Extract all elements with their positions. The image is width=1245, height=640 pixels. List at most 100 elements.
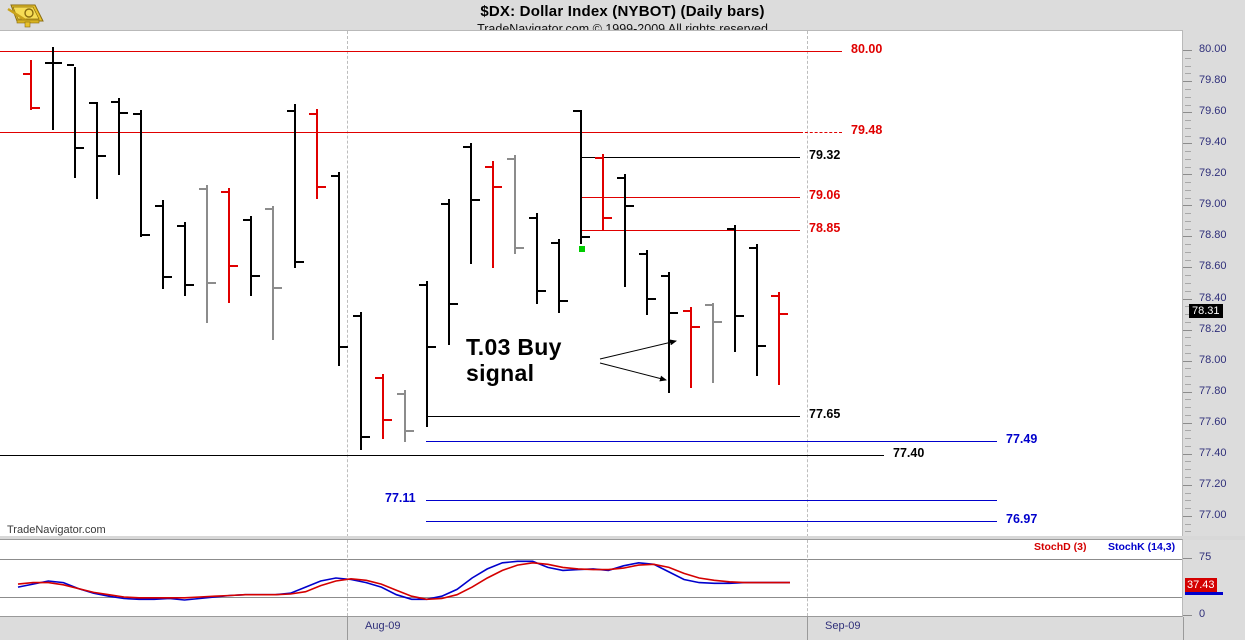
entry-marker-icon	[579, 245, 585, 252]
ohlc-open-tick	[243, 218, 250, 221]
price-axis-label: 80.00	[1199, 43, 1227, 56]
ohlc-open-tick	[617, 176, 624, 179]
price-axis-label: 79.20	[1199, 167, 1227, 180]
price-minor-tick	[1185, 445, 1191, 447]
price-tick	[1183, 81, 1192, 83]
price-chart-panel[interactable]: TradeNavigator.com	[0, 30, 1183, 536]
ohlc-open-tick	[529, 217, 536, 220]
price-axis-label: 79.80	[1199, 74, 1227, 87]
price-tick	[1183, 112, 1192, 114]
price-axis-label: 78.20	[1199, 322, 1227, 335]
price-minor-tick	[1185, 96, 1191, 98]
ohlc-open-tick	[507, 158, 514, 161]
ohlc-close-tick	[384, 419, 392, 422]
ohlc-bar	[514, 155, 516, 255]
price-axis-label: 77.80	[1199, 384, 1227, 397]
price-minor-tick	[1185, 259, 1191, 261]
ohlc-close-tick	[318, 186, 326, 189]
date-tick	[347, 617, 348, 640]
price-minor-tick	[1185, 197, 1191, 199]
level-label: 77.65	[809, 406, 841, 421]
ohlc-close-tick	[362, 436, 370, 439]
indicator-axis-label: 0	[1199, 608, 1206, 620]
ohlc-bar	[558, 238, 560, 314]
ohlc-bar	[360, 311, 362, 451]
ohlc-close-tick	[428, 346, 436, 349]
price-axis-label: 79.00	[1199, 198, 1227, 211]
ohlc-close-tick	[692, 325, 700, 328]
indicator-axis-label: 75	[1199, 551, 1212, 563]
price-minor-tick	[1185, 531, 1191, 533]
ohlc-open-tick	[265, 207, 272, 210]
price-tick	[1183, 236, 1192, 238]
ohlc-close-tick	[120, 111, 128, 114]
price-axis-label: 79.60	[1199, 105, 1227, 118]
ohlc-open-tick	[199, 187, 206, 190]
date-axis-label: Sep-09	[825, 620, 861, 632]
ohlc-bar	[580, 110, 582, 244]
price-minor-tick	[1185, 57, 1191, 59]
level-label: 79.32	[809, 147, 841, 162]
price-minor-tick	[1185, 182, 1191, 184]
level-label: 80.00	[851, 42, 883, 57]
ohlc-close-tick	[538, 290, 546, 293]
level-label: 77.49	[1006, 431, 1038, 446]
ohlc-open-tick	[331, 175, 338, 178]
indicator-gridline	[0, 597, 1182, 598]
ohlc-open-tick	[133, 113, 140, 116]
ohlc-bar	[404, 389, 406, 443]
ohlc-open-tick	[67, 63, 74, 66]
ohlc-open-tick	[111, 100, 118, 103]
ohlc-bar	[734, 225, 736, 353]
price-minor-tick	[1185, 523, 1191, 525]
legend-stochd: StochD (3)	[1034, 541, 1087, 553]
ohlc-bar	[140, 110, 142, 238]
ohlc-open-tick	[749, 246, 756, 249]
indicator-axis-scale[interactable]: 75 0 37.43	[1183, 539, 1245, 620]
price-tick	[1183, 484, 1192, 486]
level-line	[580, 229, 800, 231]
price-minor-tick	[1185, 399, 1191, 401]
ohlc-open-tick	[397, 392, 404, 395]
price-minor-tick	[1185, 438, 1191, 440]
price-axis-label: 78.80	[1199, 229, 1227, 242]
ohlc-bar	[272, 206, 274, 340]
ohlc-bar	[184, 221, 186, 297]
indicator-month-gridline	[347, 540, 348, 616]
ohlc-close-tick	[274, 287, 282, 290]
price-minor-tick	[1185, 120, 1191, 122]
price-tick	[1183, 360, 1192, 362]
date-axis-divider	[1183, 617, 1184, 640]
price-minor-tick	[1185, 314, 1191, 316]
price-minor-tick	[1185, 166, 1191, 168]
ohlc-bar	[96, 102, 98, 199]
ohlc-close-tick	[186, 284, 194, 286]
ohlc-open-tick	[485, 166, 492, 169]
price-minor-tick	[1185, 508, 1191, 510]
buy-signal-annotation: T.03 Buy signal	[466, 334, 562, 386]
price-minor-tick	[1185, 337, 1191, 339]
price-minor-tick	[1185, 430, 1191, 432]
level-line	[426, 521, 997, 523]
ohlc-bar	[250, 215, 252, 297]
ohlc-close-tick	[32, 107, 40, 110]
date-axis[interactable]: Aug-09 Sep-09	[0, 617, 1245, 640]
level-label: 78.85	[809, 220, 841, 235]
ohlc-open-tick	[23, 72, 30, 75]
price-minor-tick	[1185, 368, 1191, 370]
chart-header: $DX: Dollar Index (NYBOT) (Daily bars) T…	[0, 0, 1245, 36]
ohlc-close-tick	[208, 282, 216, 285]
price-tick	[1183, 515, 1192, 517]
ohlc-open-tick	[89, 102, 96, 105]
level-line	[426, 440, 997, 442]
ohlc-open-tick	[309, 113, 316, 116]
ohlc-bar	[74, 66, 76, 179]
ohlc-close-tick	[714, 321, 722, 324]
date-tick	[807, 617, 808, 640]
stochastic-panel[interactable]	[0, 539, 1183, 617]
ohlc-bar	[294, 103, 296, 269]
price-tick	[1183, 205, 1192, 207]
ohlc-close-tick	[648, 297, 656, 300]
price-axis-scale[interactable]: 80.00 79.80 79.60 79.40 79.20 79.00 78.80 78.60…	[1183, 30, 1245, 536]
last-price-badge: 78.31	[1189, 304, 1223, 319]
